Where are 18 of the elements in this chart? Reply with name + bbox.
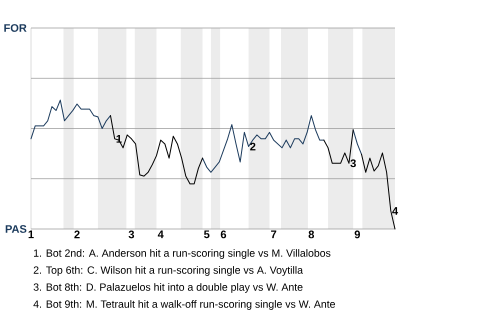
x-tick-label: 6: [220, 230, 226, 238]
ref-line-label: PAS: [6, 225, 26, 233]
annotation: 3: [350, 159, 356, 168]
text: 4. Bot 9th: M. Tetrault hit a walk-off run-scoring single vs W. Ante: [33, 300, 335, 310]
x-tick-label: 9: [354, 230, 360, 238]
text: 1. Bot 2nd: A. Anderson hit a run-scoring single vs M. Villalobos: [34, 249, 330, 259]
x-tick-label: 4: [158, 230, 164, 238]
x-tick-label: 8: [308, 230, 314, 238]
text: 2. Top 6th: C. Wilson hit a run-scoring single vs A. Voytilla: [34, 266, 303, 276]
x-tick-label: 2: [74, 230, 80, 238]
text: 3. Bot 8th: D. Palazuelos hit into a double play vs W. Ante: [34, 283, 303, 293]
x-tick-label: 5: [204, 230, 210, 238]
annotation: 4: [392, 207, 398, 215]
x-tick-label: 1: [28, 230, 34, 238]
ref-line-label: FOR: [4, 24, 27, 32]
x-tick-label: 7: [271, 230, 276, 238]
annotation: 2: [250, 142, 256, 150]
x-tick-label: 3: [128, 230, 134, 238]
